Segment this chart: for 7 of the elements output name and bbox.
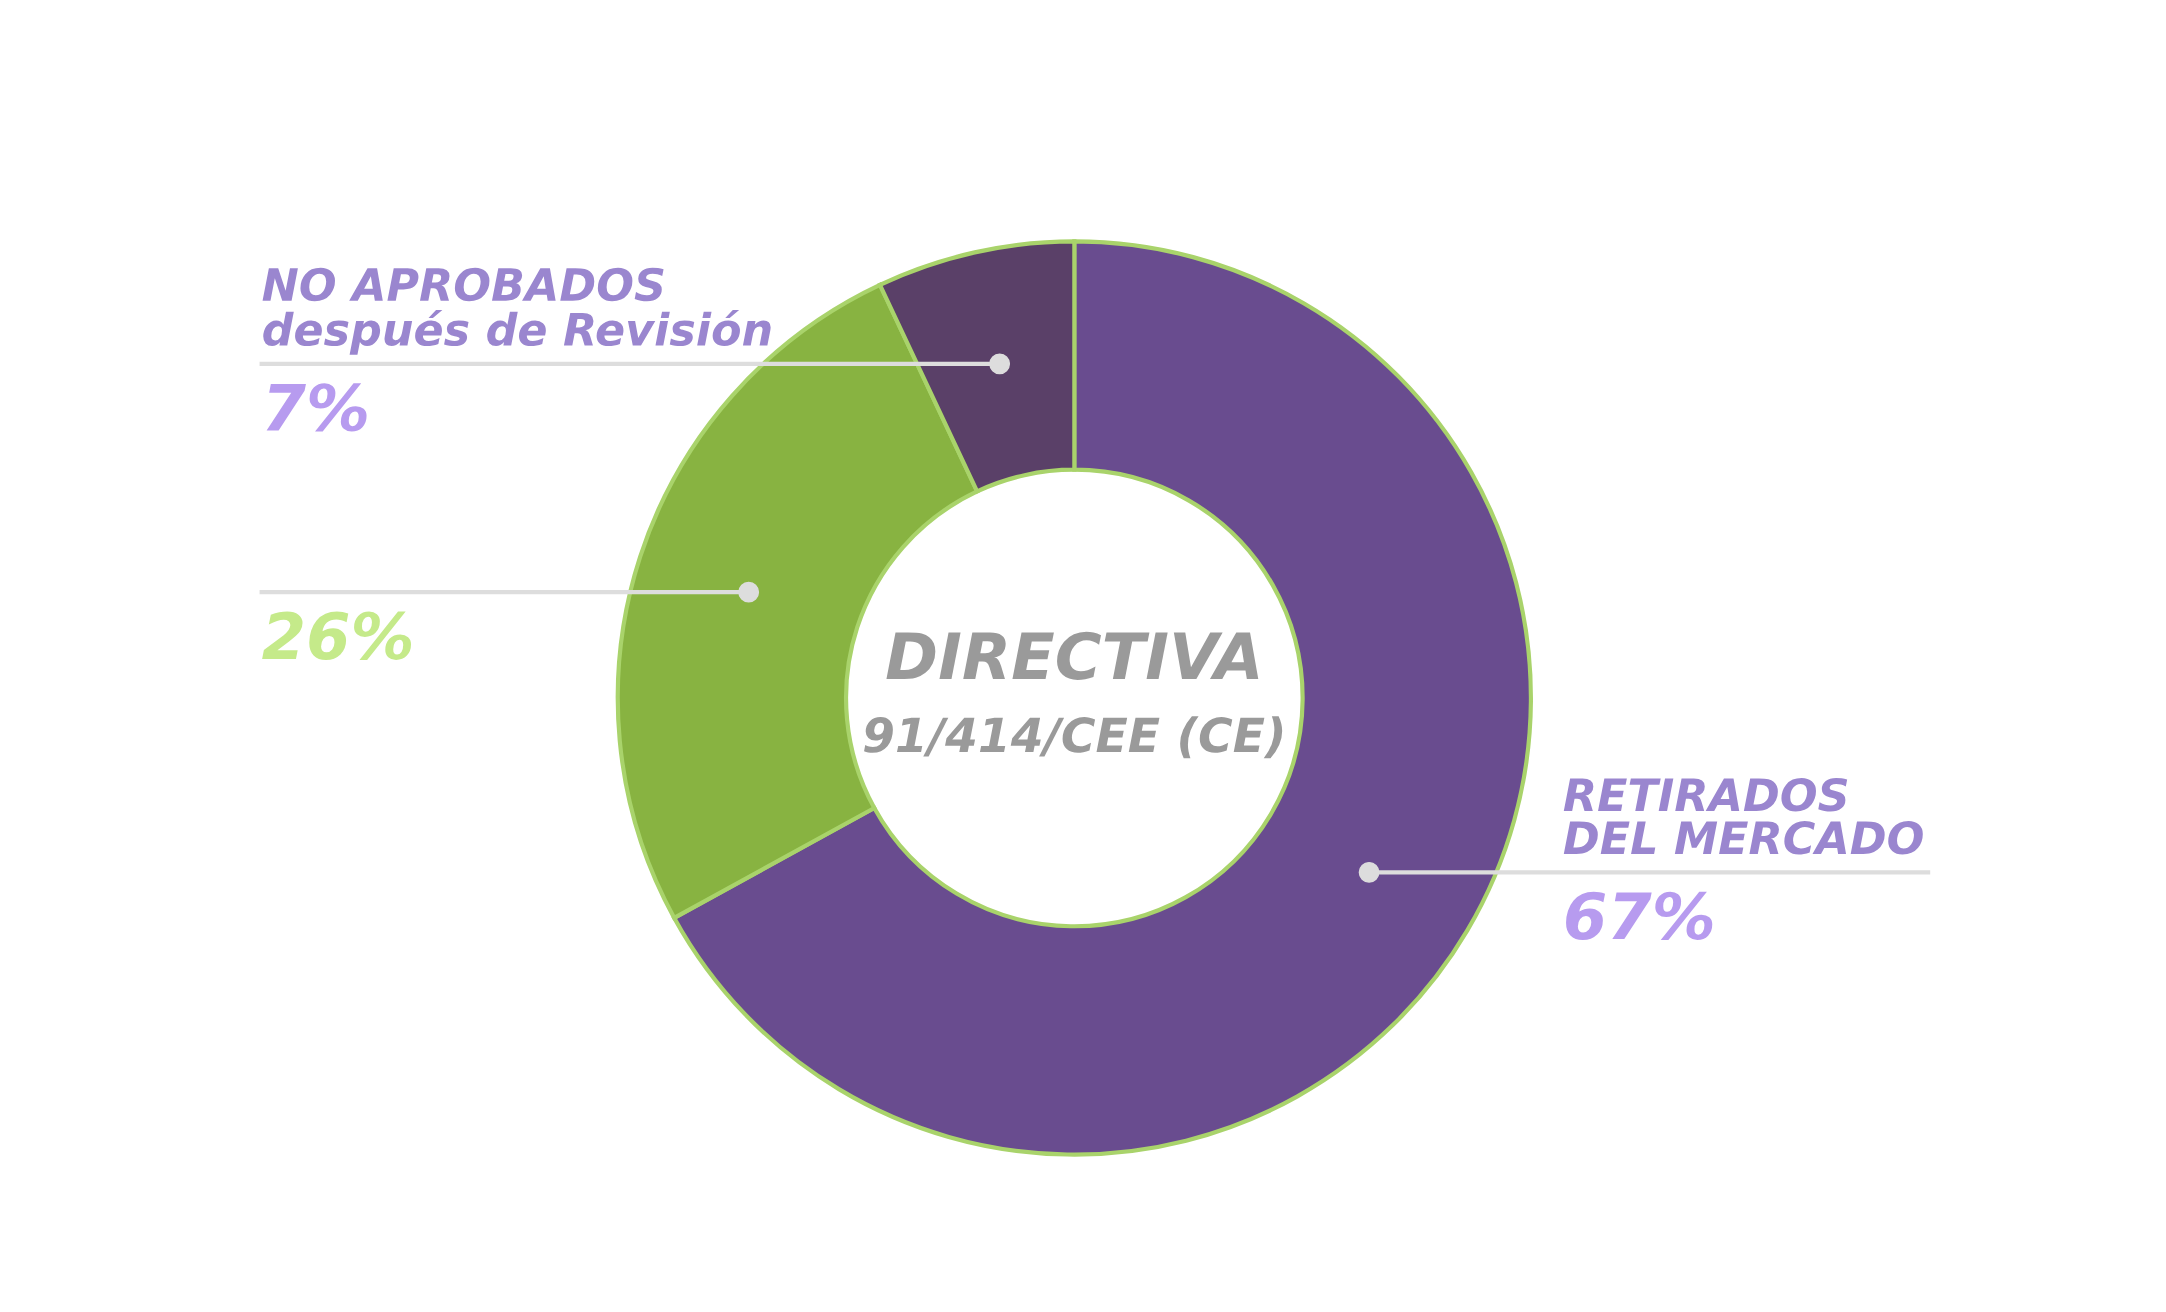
slice-label: NO APROBADOS después de Revisión (262, 267, 771, 355)
data-label: 7% (266, 383, 367, 432)
text: 91/414/CEE (CE) (864, 716, 1283, 759)
slice-label: RETIRADOS DEL MERCADO (1563, 777, 1923, 855)
text: DIRECTIVA (886, 631, 1259, 680)
data-label: 67% (1566, 891, 1713, 941)
data-label: 26% (262, 611, 412, 660)
